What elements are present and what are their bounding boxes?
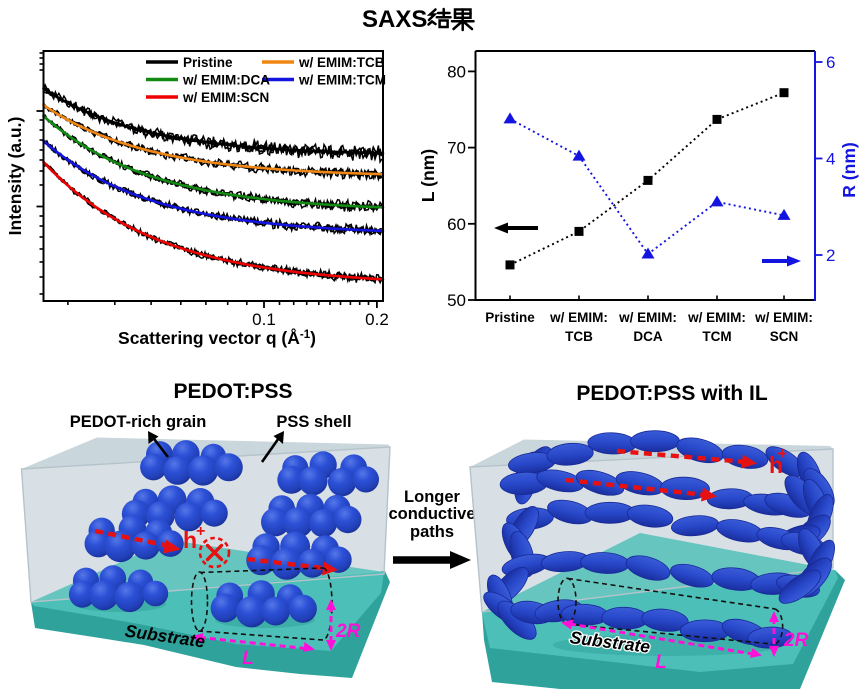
svg-text:+: + bbox=[196, 523, 205, 540]
svg-text:Pristine: Pristine bbox=[485, 310, 535, 325]
svg-text:conductive: conductive bbox=[388, 505, 475, 523]
svg-text:60: 60 bbox=[447, 215, 466, 234]
svg-text:Intensity (a.u.): Intensity (a.u.) bbox=[5, 117, 25, 236]
svg-text:w/ EMIM:: w/ EMIM: bbox=[549, 310, 608, 325]
svg-text:w/ EMIM:SCN: w/ EMIM:SCN bbox=[182, 90, 269, 105]
svg-text:PEDOT:PSS: PEDOT:PSS bbox=[173, 380, 292, 403]
svg-text:PEDOT:PSS with IL: PEDOT:PSS with IL bbox=[576, 382, 768, 405]
svg-text:w/ EMIM:TCB: w/ EMIM:TCB bbox=[298, 55, 385, 70]
svg-text:2R: 2R bbox=[783, 630, 809, 651]
svg-text:80: 80 bbox=[447, 62, 466, 81]
svg-text:h: h bbox=[183, 527, 197, 553]
svg-text:PSS shell: PSS shell bbox=[276, 413, 351, 431]
svg-text:4: 4 bbox=[826, 150, 835, 169]
svg-text:w/ EMIM:: w/ EMIM: bbox=[618, 310, 677, 325]
svg-text:w/ EMIM:: w/ EMIM: bbox=[687, 310, 746, 325]
svg-text:Pristine: Pristine bbox=[183, 55, 233, 70]
svg-text:0.1: 0.1 bbox=[252, 310, 276, 329]
svg-text:DCA: DCA bbox=[633, 329, 662, 344]
svg-text:R (nm): R (nm) bbox=[839, 142, 859, 197]
svg-text:TCM: TCM bbox=[702, 329, 731, 344]
svg-text:PEDOT-rich grain: PEDOT-rich grain bbox=[70, 413, 207, 431]
svg-text:2R: 2R bbox=[335, 621, 361, 642]
svg-text:+: + bbox=[777, 444, 787, 463]
svg-text:w/ EMIM:DCA: w/ EMIM:DCA bbox=[182, 73, 270, 88]
svg-text:h: h bbox=[769, 452, 783, 478]
svg-text:SAXS: SAXS bbox=[362, 6, 427, 33]
svg-text:0.2: 0.2 bbox=[365, 310, 389, 329]
svg-text:70: 70 bbox=[447, 139, 466, 158]
svg-text:w/ EMIM:TCM: w/ EMIM:TCM bbox=[298, 73, 386, 88]
svg-text:w/ EMIM:: w/ EMIM: bbox=[754, 310, 813, 325]
svg-text:Scattering vector q (Å-1): Scattering vector q (Å-1) bbox=[118, 328, 316, 348]
svg-text:L (nm): L (nm) bbox=[418, 149, 438, 202]
svg-text:paths: paths bbox=[410, 523, 454, 541]
svg-text:SCN: SCN bbox=[770, 329, 799, 344]
svg-text:6: 6 bbox=[826, 53, 835, 72]
svg-text:L: L bbox=[655, 652, 667, 673]
svg-text:Longer: Longer bbox=[404, 488, 460, 506]
svg-text:2: 2 bbox=[826, 246, 835, 265]
svg-text:TCB: TCB bbox=[565, 329, 593, 344]
svg-text:L: L bbox=[242, 648, 254, 669]
svg-text:50: 50 bbox=[447, 291, 466, 310]
